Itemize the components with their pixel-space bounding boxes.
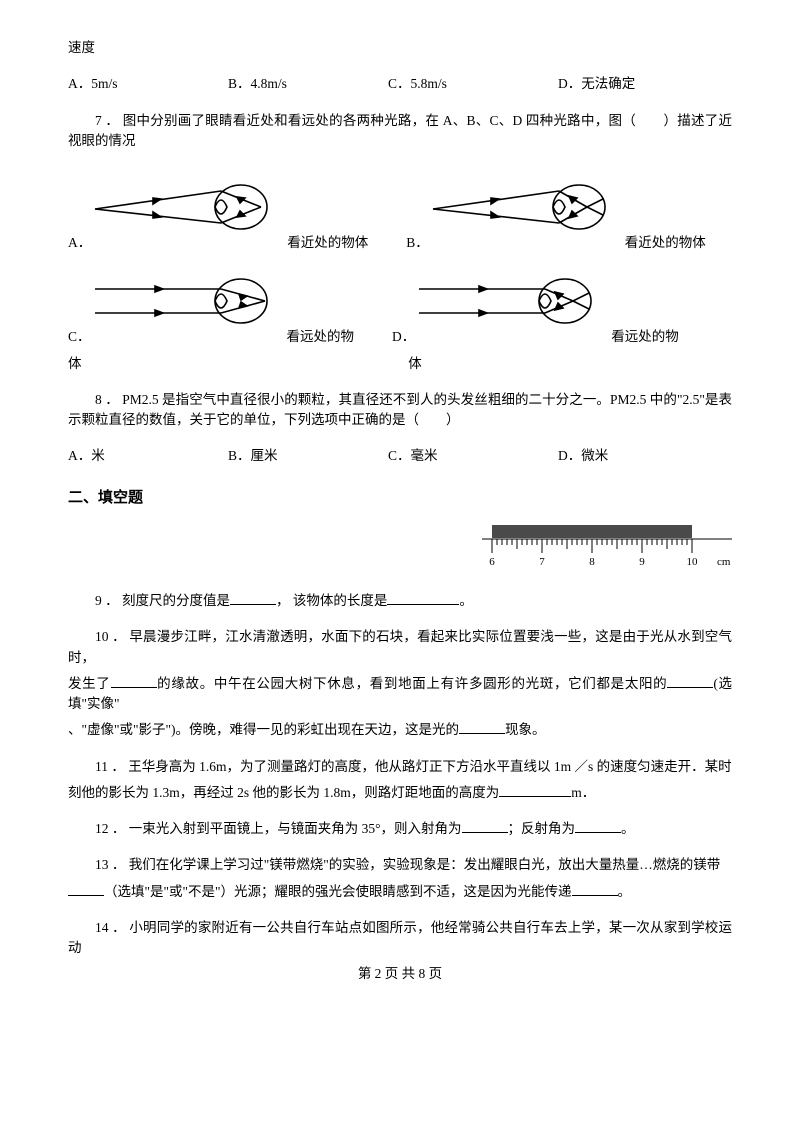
blank (230, 592, 276, 605)
q13-c: 。 (618, 884, 632, 899)
ruler-unit: cm (717, 556, 731, 568)
q12-b: ；反射角为 (508, 821, 576, 836)
q7-stem: 7 ． 图中分别画了眼睛看近处和看远处的各两种光路，在 A、B、C、D 四种光路… (68, 111, 732, 152)
q7-diagram-d (415, 261, 605, 347)
q13-a: 13 ． 我们在化学课上学习过"镁带燃烧"的实验，实验现象是：发出耀眼白光，放出… (68, 855, 732, 875)
q6-option-d: D．无法确定 (558, 74, 708, 94)
q6-fragment: 速度 (68, 38, 732, 58)
ruler-label-7: 7 (539, 556, 545, 568)
q8-option-a: A．米 (68, 446, 228, 466)
q7-a-prefix: A． (68, 233, 91, 253)
q10-f: 现象。 (505, 722, 546, 737)
q9-text-a: 9 ． 刻度尺的分度值是 (95, 593, 230, 608)
q7-diagram-b (429, 167, 619, 253)
blank (499, 784, 571, 797)
q7-a-caption: 看近处的物体 (287, 233, 368, 253)
q7-b-prefix: B． (406, 233, 429, 253)
q7-c-prefix: C． (68, 327, 91, 347)
blank (387, 592, 459, 605)
blank (462, 820, 508, 833)
q6-option-b: B．4.8m/s (228, 74, 388, 94)
q7-b-caption: 看近处的物体 (625, 233, 706, 253)
q9: 9 ． 刻度尺的分度值是 ， 该物体的长度是 。 (68, 591, 732, 611)
q10: 10 ． 早晨漫步江畔，江水清澈透明，水面下的石块，看起来比实际位置要浅一些，这… (68, 627, 732, 740)
ruler-label-6: 6 (489, 556, 495, 568)
page: 速度 A．5m/s B．4.8m/s C．5.8m/s D．无法确定 7 ． 图… (0, 0, 800, 1005)
blank (575, 820, 621, 833)
q12: 12 ． 一束光入射到平面镜上，与镜面夹角为 35°，则入射角为 ；反射角为 。 (68, 819, 732, 839)
blank (68, 882, 104, 895)
page-footer: 第 2 页 共 8 页 (68, 964, 732, 984)
q14: 14 ． 小明同学的家附近有一公共自行车站点如图所示，他经常骑公共自行车去上学，… (68, 918, 732, 959)
q7-row-2: C． 看远处的物 D． (68, 261, 732, 347)
ruler-label-8: 8 (589, 556, 595, 568)
section-2-heading: 二、填空题 (68, 487, 732, 510)
q10-c: 的缘故。中午在公园大树下休息，看到地面上有许多圆形的光斑，它们都是太阳的 (157, 676, 668, 691)
q12-a: 12 ． 一束光入射到平面镜上，与镜面夹角为 35°，则入射角为 (95, 821, 462, 836)
blank (111, 675, 157, 688)
q7-row-1: A． 看近处的物体 (68, 167, 732, 253)
q8-option-b: B．厘米 (228, 446, 388, 466)
q7-d-caption2: 体 (408, 356, 422, 371)
q8-option-d: D．微米 (558, 446, 708, 466)
q7-c-caption: 看远处的物 (287, 327, 355, 347)
q11-b: 刻他的影长为 1.3m，再经过 2s 他的影长为 1.8m，则路灯距地面的高度为 (68, 785, 499, 800)
q10-e: 、"虚像"或"影子")。傍晚，难得一见的彩虹出现在天边，这是光的 (68, 722, 459, 737)
blank (459, 721, 505, 734)
blank (667, 675, 713, 688)
q13: 13 ． 我们在化学课上学习过"镁带燃烧"的实验，实验现象是：发出耀眼白光，放出… (68, 855, 732, 902)
q7-d-prefix: D． (392, 327, 415, 347)
q10-a: 10 ． 早晨漫步江畔，江水清澈透明，水面下的石块，看起来比实际位置要浅一些，这… (68, 629, 732, 664)
q6-option-a: A．5m/s (68, 74, 228, 94)
q7-d-caption: 看远处的物 (611, 327, 679, 347)
ruler-label-10: 10 (687, 556, 699, 568)
q10-b: 发生了 (68, 676, 111, 691)
q11-c: m． (571, 785, 595, 800)
q13-b: （选填"是"或"不是"）光源；耀眼的强光会使眼睛感到不适，这是因为光能传递 (104, 884, 572, 899)
q9-text-b: ， 该物体的长度是 (276, 593, 387, 608)
q8-options: A．米 B．厘米 C．毫米 D．微米 (68, 446, 732, 466)
q9-text-c: 。 (459, 593, 473, 608)
q7-diagram-c (91, 261, 281, 347)
ruler-figure: 6 7 8 9 10 cm (68, 523, 732, 583)
q7-row2-trail: 体 体 (68, 354, 732, 374)
q12-c: 。 (621, 821, 635, 836)
ruler-label-9: 9 (639, 556, 645, 568)
q7-c-caption2: 体 (68, 356, 82, 371)
ruler-svg: 6 7 8 9 10 cm (482, 523, 732, 573)
blank (572, 882, 618, 895)
q7-diagram-a (91, 167, 281, 253)
q8-option-c: C．毫米 (388, 446, 558, 466)
q11-a: 11 ． 王华身高为 1.6m，为了测量路灯的高度，他从路灯正下方沿水平直线以 … (68, 757, 732, 777)
q8-stem: 8 ． PM2.5 是指空气中直径很小的颗粒，其直径还不到人的头发丝粗细的二十分… (68, 390, 732, 431)
q6-option-c: C．5.8m/s (388, 74, 558, 94)
q11: 11 ． 王华身高为 1.6m，为了测量路灯的高度，他从路灯正下方沿水平直线以 … (68, 757, 732, 804)
q6-options: A．5m/s B．4.8m/s C．5.8m/s D．无法确定 (68, 74, 732, 94)
